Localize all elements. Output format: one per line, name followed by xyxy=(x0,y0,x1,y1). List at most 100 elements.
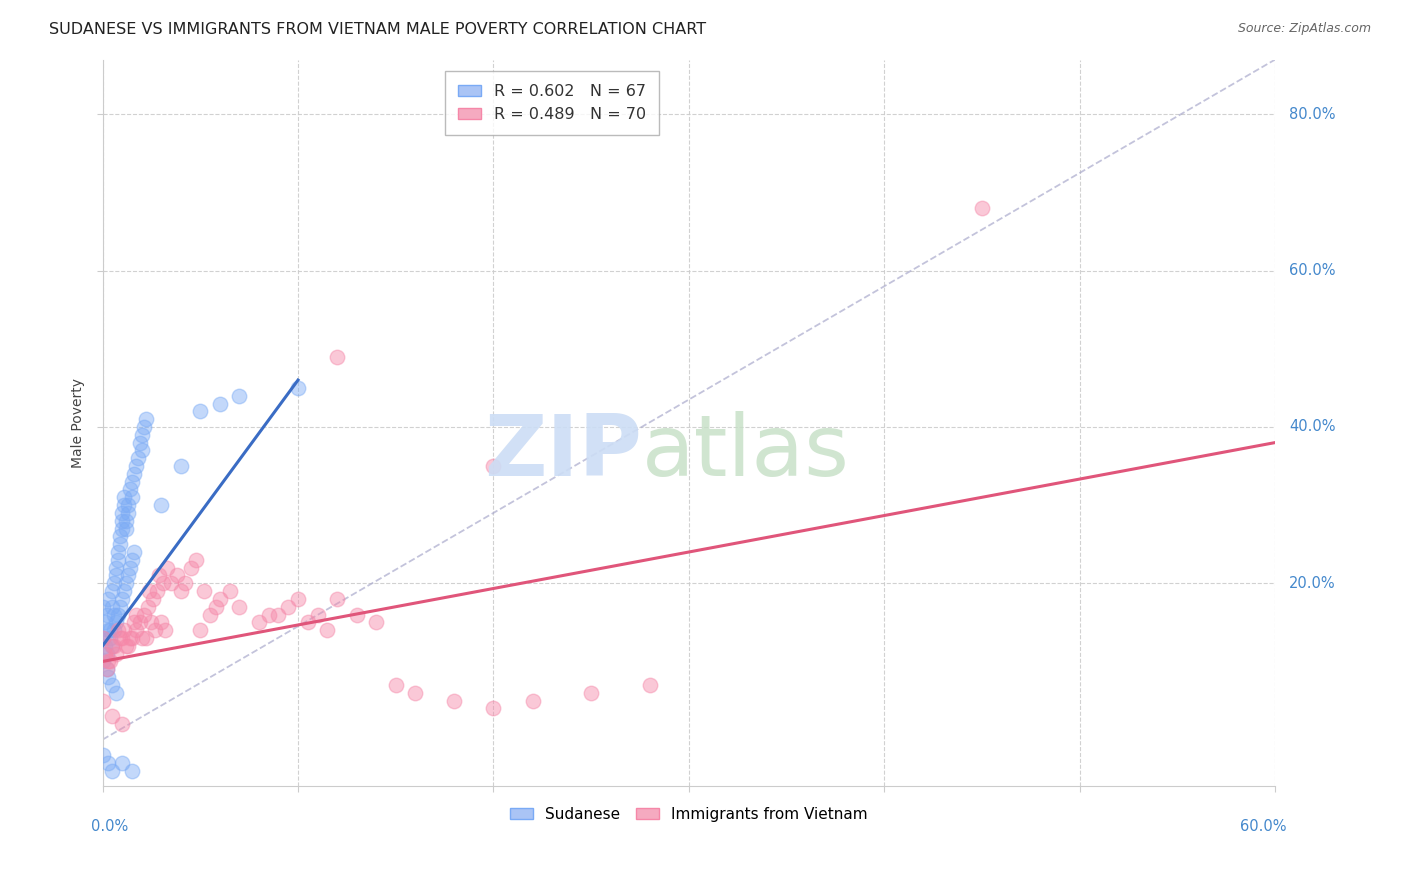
Point xyxy=(97,655,120,669)
Y-axis label: Male Poverty: Male Poverty xyxy=(72,378,86,468)
Point xyxy=(111,631,134,645)
Point xyxy=(117,506,139,520)
Point xyxy=(384,678,406,692)
Text: atlas: atlas xyxy=(643,410,851,493)
Point xyxy=(97,623,120,637)
Point xyxy=(198,607,221,622)
Point xyxy=(131,427,153,442)
Text: SUDANESE VS IMMIGRANTS FROM VIETNAM MALE POVERTY CORRELATION CHART: SUDANESE VS IMMIGRANTS FROM VIETNAM MALE… xyxy=(49,22,706,37)
Point xyxy=(443,693,465,707)
Point xyxy=(97,670,120,684)
Point xyxy=(128,435,150,450)
Point xyxy=(100,631,122,645)
Point xyxy=(96,662,118,676)
Point xyxy=(152,576,174,591)
Point xyxy=(91,655,114,669)
Point xyxy=(111,506,134,520)
Point xyxy=(136,599,159,614)
Point xyxy=(307,607,329,622)
Point xyxy=(105,568,128,582)
Point xyxy=(160,576,183,591)
Point xyxy=(107,623,129,637)
Point xyxy=(105,647,128,661)
Point xyxy=(103,576,125,591)
Point xyxy=(101,584,124,599)
Point xyxy=(118,560,141,574)
Point xyxy=(103,607,125,622)
Point xyxy=(111,522,134,536)
Point xyxy=(121,631,143,645)
Point xyxy=(112,584,135,599)
Point xyxy=(101,709,124,723)
Point xyxy=(115,522,138,536)
Point xyxy=(143,623,166,637)
Point xyxy=(148,568,170,582)
Point xyxy=(205,599,228,614)
Point xyxy=(228,599,250,614)
Point xyxy=(115,514,138,528)
Point xyxy=(180,560,202,574)
Point xyxy=(100,655,122,669)
Point xyxy=(297,615,319,630)
Point xyxy=(131,443,153,458)
Point xyxy=(115,576,138,591)
Point xyxy=(326,591,349,606)
Point xyxy=(153,623,176,637)
Point xyxy=(522,693,544,707)
Point xyxy=(101,639,124,653)
Point xyxy=(188,404,211,418)
Point xyxy=(257,607,280,622)
Point xyxy=(93,615,115,630)
Point xyxy=(91,748,114,763)
Point xyxy=(125,607,148,622)
Point xyxy=(108,529,131,543)
Point xyxy=(122,467,145,481)
Point xyxy=(118,483,141,497)
Point xyxy=(208,396,231,410)
Point xyxy=(107,553,129,567)
Point xyxy=(156,560,179,574)
Text: 60.0%: 60.0% xyxy=(1240,819,1286,834)
Point xyxy=(170,458,193,473)
Point xyxy=(118,631,141,645)
Point xyxy=(121,491,143,505)
Point xyxy=(142,591,165,606)
Point xyxy=(91,631,114,645)
Point xyxy=(247,615,270,630)
Point xyxy=(117,498,139,512)
Point xyxy=(121,553,143,567)
Point xyxy=(93,639,115,653)
Point xyxy=(121,475,143,489)
Point xyxy=(115,639,138,653)
Point xyxy=(96,662,118,676)
Point xyxy=(287,591,309,606)
Point xyxy=(267,607,290,622)
Point xyxy=(117,639,139,653)
Point xyxy=(170,584,193,599)
Text: 20.0%: 20.0% xyxy=(1289,575,1336,591)
Point xyxy=(112,491,135,505)
Point xyxy=(112,623,135,637)
Point xyxy=(101,764,124,778)
Point xyxy=(97,756,120,770)
Point xyxy=(101,678,124,692)
Point xyxy=(186,553,208,567)
Point xyxy=(166,568,188,582)
Point xyxy=(150,498,173,512)
Point xyxy=(638,678,661,692)
Point xyxy=(346,607,368,622)
Point xyxy=(188,623,211,637)
Point xyxy=(193,584,215,599)
Point xyxy=(108,599,131,614)
Point xyxy=(108,537,131,551)
Legend: Sudanese, Immigrants from Vietnam: Sudanese, Immigrants from Vietnam xyxy=(502,799,875,830)
Point xyxy=(970,201,993,215)
Point xyxy=(91,631,114,645)
Text: Source: ZipAtlas.com: Source: ZipAtlas.com xyxy=(1237,22,1371,36)
Point xyxy=(96,607,118,622)
Point xyxy=(146,584,169,599)
Point xyxy=(91,599,114,614)
Point xyxy=(91,693,114,707)
Point xyxy=(97,591,120,606)
Point xyxy=(228,389,250,403)
